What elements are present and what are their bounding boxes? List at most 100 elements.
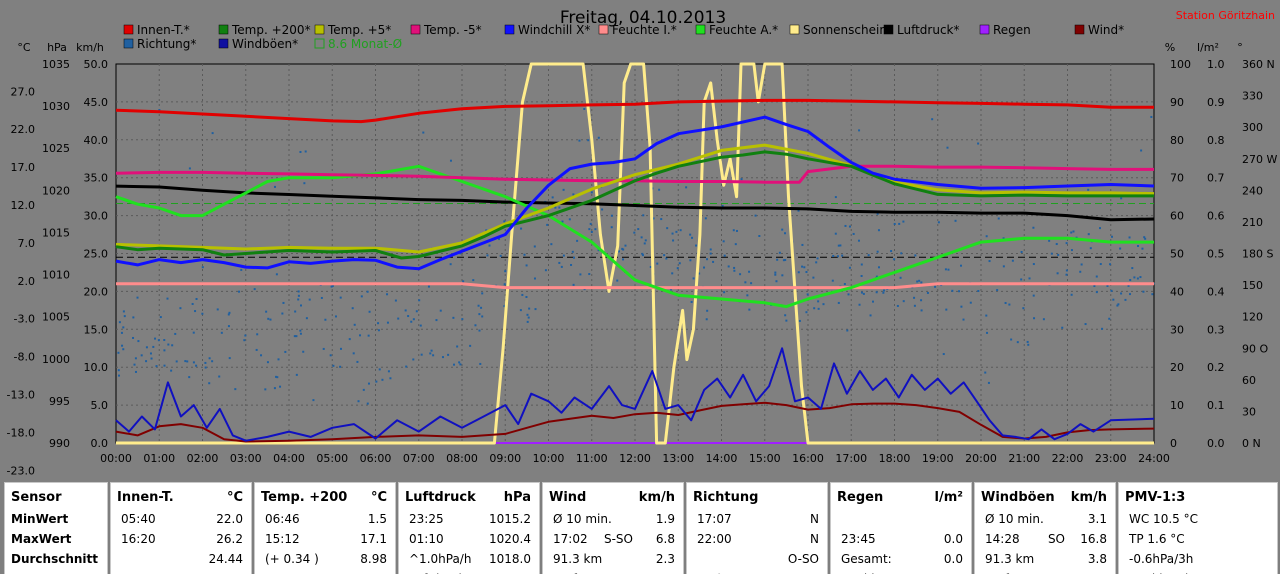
direction-point: [1070, 249, 1073, 252]
tick-pct: 60: [1170, 210, 1184, 223]
direction-point: [1004, 302, 1007, 305]
direction-point: [588, 228, 591, 231]
direction-point: [671, 272, 674, 275]
direction-point: [652, 217, 655, 220]
direction-point: [898, 222, 901, 225]
summary-unit: km/h: [638, 490, 675, 505]
legend-item: Innen-T.*: [123, 23, 190, 37]
direction-point: [1070, 231, 1073, 234]
direction-point: [122, 348, 125, 351]
summary-cell: Ø 10 min.: [553, 512, 612, 526]
direction-point: [1055, 243, 1058, 246]
direction-point: [758, 234, 761, 237]
direction-point: [366, 402, 369, 405]
direction-point: [432, 354, 435, 357]
direction-point: [1143, 236, 1146, 239]
direction-point: [520, 227, 523, 230]
direction-point: [299, 329, 302, 332]
direction-point: [960, 305, 963, 308]
direction-point: [839, 244, 842, 247]
direction-point: [1032, 226, 1035, 229]
direction-point: [733, 269, 736, 272]
direction-point: [801, 243, 804, 246]
summary-cell: MinWert: [11, 512, 69, 526]
tick-deg: 90 O: [1242, 342, 1268, 355]
direction-point: [339, 365, 342, 368]
summary-cell: 1015.2: [489, 512, 531, 526]
direction-point: [1128, 236, 1131, 239]
direction-point: [377, 322, 380, 325]
direction-point: [750, 282, 753, 285]
direction-point: [902, 220, 905, 223]
summary-cell: T: 40 %: [121, 572, 165, 574]
direction-point: [862, 292, 865, 295]
tick-pct: 100: [1170, 58, 1191, 71]
station-name: Station Göritzhain: [1176, 9, 1275, 22]
direction-point: [679, 229, 682, 232]
direction-point: [704, 217, 707, 220]
direction-point: [562, 188, 565, 191]
direction-point: [256, 333, 259, 336]
direction-point: [412, 318, 415, 321]
summary-cell: 1.0: [656, 572, 675, 574]
direction-point: [1099, 227, 1102, 230]
direction-point: [1084, 323, 1087, 326]
tick-time: 18:00: [879, 452, 911, 465]
direction-point: [297, 294, 300, 297]
direction-point: [560, 265, 563, 268]
direction-point: [422, 131, 425, 134]
direction-point: [690, 300, 693, 303]
direction-point: [945, 308, 948, 311]
direction-point: [926, 291, 929, 294]
legend-label: Feuchte A.*: [709, 23, 778, 37]
direction-point: [675, 230, 678, 233]
direction-point: [462, 280, 465, 283]
direction-point: [1065, 273, 1068, 276]
tick-temp: -18.0: [7, 426, 35, 439]
direction-point: [1079, 270, 1082, 273]
direction-point: [284, 350, 287, 353]
direction-point: [644, 239, 647, 242]
direction-point: [488, 244, 491, 247]
direction-point: [477, 304, 480, 307]
direction-point: [282, 301, 285, 304]
direction-point: [117, 369, 120, 372]
direction-point: [503, 220, 506, 223]
tick-kmh: 0.0: [91, 437, 109, 450]
direction-point: [846, 329, 849, 332]
direction-point: [188, 376, 191, 379]
grid: [116, 64, 1154, 443]
summary-cell: MaxWert: [11, 532, 72, 546]
direction-point: [984, 371, 987, 374]
direction-point: [852, 232, 855, 235]
direction-point: [405, 365, 408, 368]
direction-point: [533, 277, 536, 280]
series-line-wind: [115, 401, 1155, 443]
direction-point: [876, 212, 879, 215]
tick-kmh: 5.0: [91, 399, 109, 412]
tick-time: 24:00: [1138, 452, 1170, 465]
summary-card: PMV-1:3 WC 10.5 °C TP 1.6 °C -0.6hPa/3h 0.1 …: [1118, 482, 1278, 574]
summary-header: Richtung: [693, 490, 759, 505]
tick-temp: -23.0: [7, 464, 35, 477]
direction-point: [208, 382, 211, 385]
direction-point: [441, 356, 444, 359]
direction-point: [837, 244, 840, 247]
tick-rain: 0.3: [1207, 323, 1225, 336]
tick-time: 00:00: [100, 452, 132, 465]
direction-point: [1072, 230, 1075, 233]
summary-cell: 26.2: [216, 532, 243, 546]
direction-point: [1027, 343, 1030, 346]
tick-kmh: 50.0: [84, 58, 109, 71]
direction-point: [958, 290, 961, 293]
direction-point: [987, 381, 990, 384]
direction-point: [331, 284, 334, 287]
direction-point: [134, 370, 137, 373]
tick-temp: 2.0: [18, 275, 36, 288]
direction-point: [705, 318, 708, 321]
direction-point: [723, 254, 726, 257]
direction-point: [118, 374, 121, 377]
direction-point: [594, 228, 597, 231]
chart-title: Freitag, 04.10.2013: [560, 8, 726, 28]
direction-point: [843, 282, 846, 285]
